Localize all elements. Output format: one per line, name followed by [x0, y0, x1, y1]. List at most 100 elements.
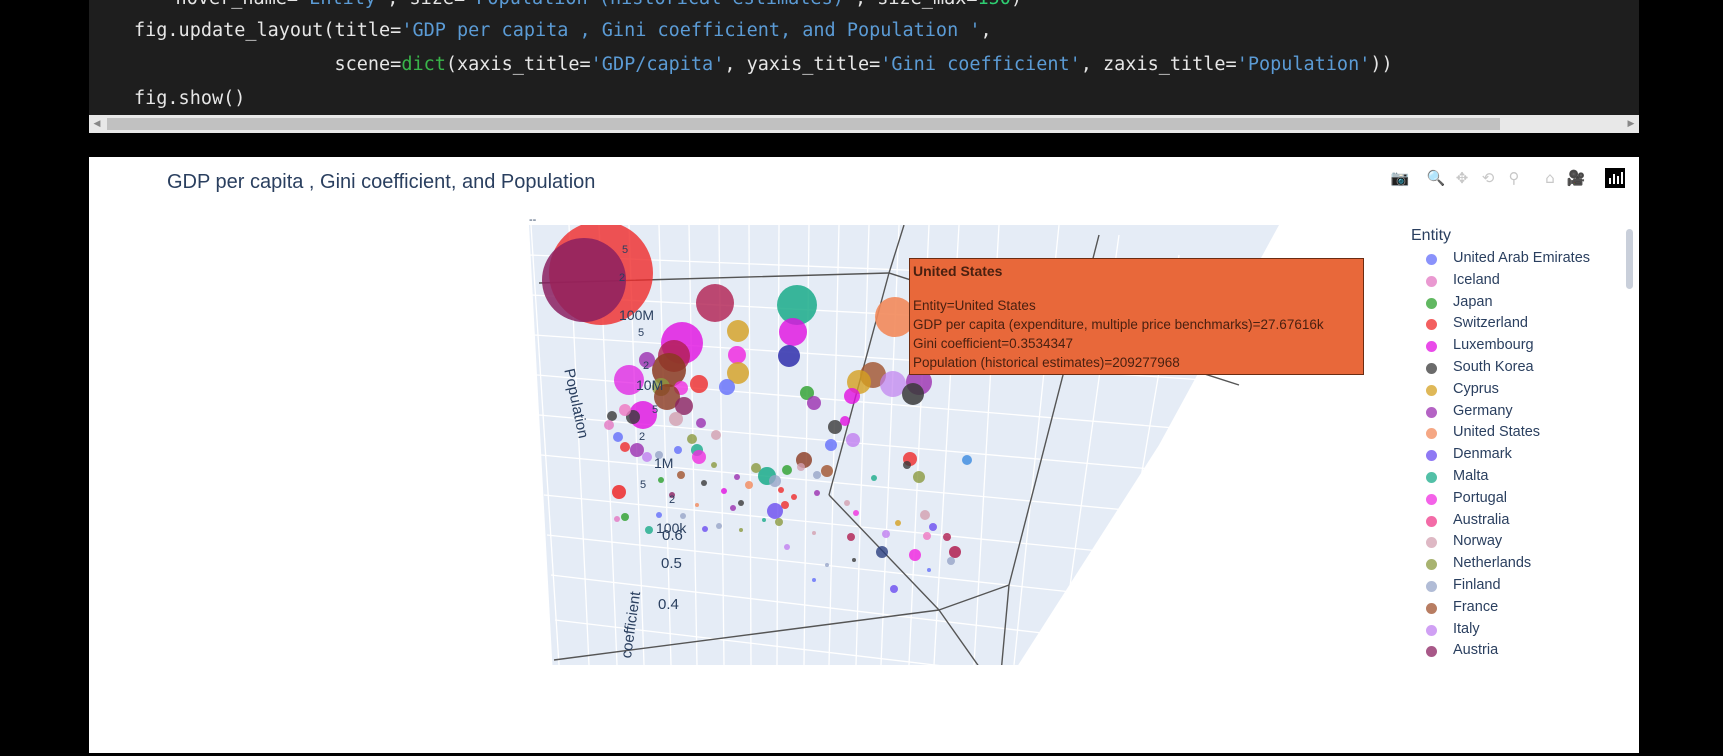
bubble[interactable]	[844, 500, 850, 506]
bubble[interactable]	[781, 501, 789, 509]
bubble[interactable]	[701, 480, 707, 486]
bubble[interactable]	[813, 471, 821, 479]
bubble[interactable]	[680, 513, 686, 519]
legend-item[interactable]: Malta	[1411, 467, 1621, 489]
camera-icon[interactable]: 📷	[1390, 169, 1410, 187]
bubble[interactable]	[775, 518, 783, 526]
bubble[interactable]	[674, 446, 682, 454]
bubble[interactable]	[844, 388, 860, 404]
bubble[interactable]	[695, 503, 699, 507]
orbit-rotation-icon[interactable]: ⟲	[1481, 169, 1495, 187]
bubble[interactable]	[734, 474, 740, 480]
bubble[interactable]	[669, 492, 675, 498]
bubble[interactable]	[614, 365, 644, 395]
legend-item[interactable]: Japan	[1411, 293, 1621, 315]
bubble[interactable]	[825, 563, 829, 567]
bubble[interactable]	[613, 432, 623, 442]
bubble[interactable]	[677, 471, 685, 479]
bubble[interactable]	[711, 430, 721, 440]
legend-item[interactable]: South Korea	[1411, 358, 1621, 380]
plotly-logo-icon[interactable]	[1605, 168, 1625, 188]
bubble[interactable]	[738, 500, 744, 506]
bubble[interactable]	[895, 520, 901, 526]
bubble[interactable]	[825, 439, 837, 451]
bubble[interactable]	[656, 512, 662, 518]
bubble[interactable]	[696, 418, 706, 428]
legend-item[interactable]: United States	[1411, 423, 1621, 445]
bubble[interactable]	[847, 370, 871, 394]
pan-icon[interactable]: ✥	[1455, 169, 1469, 187]
scroll-left-arrow[interactable]: ◀	[93, 119, 101, 129]
bubble[interactable]	[778, 345, 800, 367]
bubble[interactable]	[840, 416, 850, 426]
video-camera-icon[interactable]: 🎥	[1566, 169, 1586, 187]
bubble[interactable]	[692, 450, 706, 464]
legend-item[interactable]: United Arab Emirates	[1411, 249, 1621, 271]
zoom-icon[interactable]: 🔍	[1426, 169, 1446, 187]
bubble[interactable]	[655, 451, 663, 459]
bubble[interactable]	[828, 420, 842, 434]
bubble[interactable]	[639, 352, 655, 368]
bubble[interactable]	[630, 443, 644, 457]
legend-item[interactable]: Iceland	[1411, 271, 1621, 293]
bubble[interactable]	[702, 526, 708, 532]
bubble[interactable]	[779, 318, 807, 346]
bubble[interactable]	[745, 481, 753, 489]
bubble[interactable]	[719, 379, 735, 395]
horizontal-scrollbar[interactable]: ◀ ▶	[89, 115, 1639, 133]
bubble[interactable]	[846, 433, 860, 447]
bubble[interactable]	[658, 477, 664, 483]
bubble[interactable]	[654, 384, 680, 410]
legend-item[interactable]: Portugal	[1411, 489, 1621, 511]
bubble[interactable]	[800, 386, 814, 400]
bubble[interactable]	[784, 544, 790, 550]
bubble[interactable]	[642, 452, 652, 462]
bubble[interactable]	[762, 518, 766, 522]
bubble[interactable]	[751, 463, 761, 473]
bubble[interactable]	[777, 285, 817, 325]
legend-item[interactable]: Denmark	[1411, 445, 1621, 467]
bubble[interactable]	[614, 516, 620, 522]
bubble[interactable]	[949, 546, 961, 558]
bubble[interactable]	[778, 487, 784, 493]
bubble[interactable]	[612, 485, 626, 499]
bubble[interactable]	[690, 375, 708, 393]
bubble[interactable]	[721, 488, 727, 494]
bubble[interactable]	[767, 503, 783, 519]
legend-item[interactable]: Italy	[1411, 620, 1621, 642]
scroll-right-arrow[interactable]: ▶	[1627, 119, 1635, 129]
bubble[interactable]	[727, 320, 749, 342]
bubble[interactable]	[920, 510, 930, 520]
bubble[interactable]	[890, 585, 898, 593]
bubble[interactable]	[909, 549, 921, 561]
turntable-rotation-icon[interactable]: ⚲	[1508, 169, 1520, 187]
bubble[interactable]	[716, 523, 722, 529]
bubble[interactable]	[727, 362, 749, 384]
bubble[interactable]	[669, 412, 683, 426]
bubble[interactable]	[730, 505, 736, 511]
legend-scrollbar[interactable]	[1626, 229, 1633, 289]
bubble[interactable]	[797, 463, 805, 471]
bubble[interactable]	[853, 510, 859, 516]
bubble[interactable]	[812, 578, 816, 582]
bubble[interactable]	[807, 396, 821, 410]
bubble[interactable]	[821, 465, 833, 477]
bubble[interactable]	[739, 528, 743, 532]
legend-item[interactable]: Luxembourg	[1411, 336, 1621, 358]
bubble[interactable]	[871, 475, 877, 481]
bubble[interactable]	[876, 546, 888, 558]
legend-item[interactable]: Australia	[1411, 511, 1621, 533]
bubble[interactable]	[814, 490, 820, 496]
bubble[interactable]	[769, 475, 781, 487]
legend-item[interactable]: Finland	[1411, 576, 1621, 598]
bubble[interactable]	[621, 513, 629, 521]
bubble[interactable]	[902, 383, 924, 405]
bubble[interactable]	[875, 297, 915, 337]
bubble[interactable]	[542, 238, 626, 322]
bubble[interactable]	[962, 455, 972, 465]
bubble[interactable]	[852, 558, 856, 562]
bubble[interactable]	[728, 346, 746, 364]
home-icon[interactable]: ⌂	[1545, 169, 1555, 187]
bubble[interactable]	[880, 371, 906, 397]
bubble[interactable]	[923, 532, 931, 540]
